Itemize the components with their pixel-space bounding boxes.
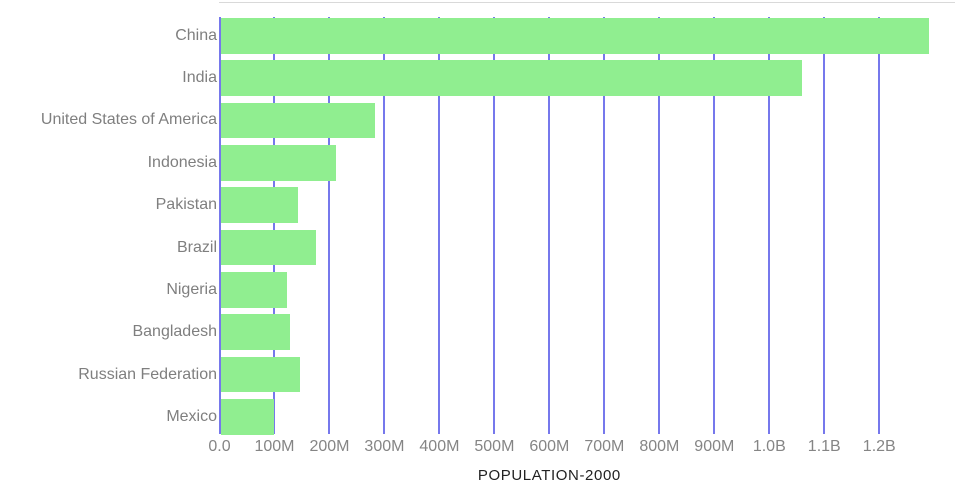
category-label: United States of America bbox=[40, 111, 217, 129]
x-tick-label: 0.0 bbox=[208, 438, 231, 455]
gridline bbox=[713, 17, 716, 434]
x-tick-label: 400M bbox=[419, 438, 460, 455]
gridline bbox=[878, 17, 881, 434]
gridline bbox=[273, 17, 276, 434]
gridline bbox=[383, 17, 386, 434]
x-tick-label: 100M bbox=[254, 438, 295, 455]
x-tick-label: 1.2B bbox=[862, 438, 896, 455]
gridline bbox=[493, 17, 496, 434]
bar-nigeria bbox=[220, 272, 288, 308]
category-label: Russian Federation bbox=[78, 365, 217, 383]
bar-pakistan bbox=[220, 187, 298, 223]
gridline bbox=[548, 17, 551, 434]
x-tick-label: 600M bbox=[529, 438, 570, 455]
gridline bbox=[328, 17, 331, 434]
category-label: Indonesia bbox=[147, 153, 217, 171]
gridline bbox=[768, 17, 771, 434]
bar-brazil bbox=[220, 229, 317, 266]
x-tick-label: 1.1B bbox=[807, 438, 841, 455]
x-tick-label: 800M bbox=[639, 438, 680, 455]
bar-united-states-of-america bbox=[220, 102, 375, 139]
category-label: Mexico bbox=[166, 407, 217, 425]
gridline bbox=[823, 17, 826, 434]
category-label: India bbox=[182, 69, 217, 87]
bar-russian-federation bbox=[220, 356, 301, 393]
x-tick-label: 500M bbox=[474, 438, 515, 455]
bar-mexico bbox=[220, 399, 275, 435]
category-label: Brazil bbox=[176, 238, 217, 256]
x-tick-label: 200M bbox=[309, 438, 350, 455]
x-axis-title: POPULATION-2000 bbox=[477, 467, 621, 484]
gridline bbox=[438, 17, 441, 434]
category-label: China bbox=[175, 26, 217, 44]
x-tick-label: 900M bbox=[694, 438, 735, 455]
x-tick-label: 700M bbox=[584, 438, 625, 455]
gridline bbox=[603, 17, 606, 434]
category-label: Pakistan bbox=[155, 196, 217, 214]
category-label: Bangladesh bbox=[132, 323, 217, 341]
bar-china bbox=[220, 18, 929, 54]
plot-top-border bbox=[218, 2, 955, 3]
bar-bangladesh bbox=[220, 314, 290, 350]
bar-india bbox=[220, 60, 803, 96]
value-axis-line bbox=[218, 17, 221, 434]
gridline bbox=[658, 17, 661, 434]
x-tick-label: 300M bbox=[364, 438, 405, 455]
x-tick-label: 1.0B bbox=[752, 438, 786, 455]
bar-indonesia bbox=[220, 145, 337, 181]
category-label: Nigeria bbox=[166, 280, 217, 298]
